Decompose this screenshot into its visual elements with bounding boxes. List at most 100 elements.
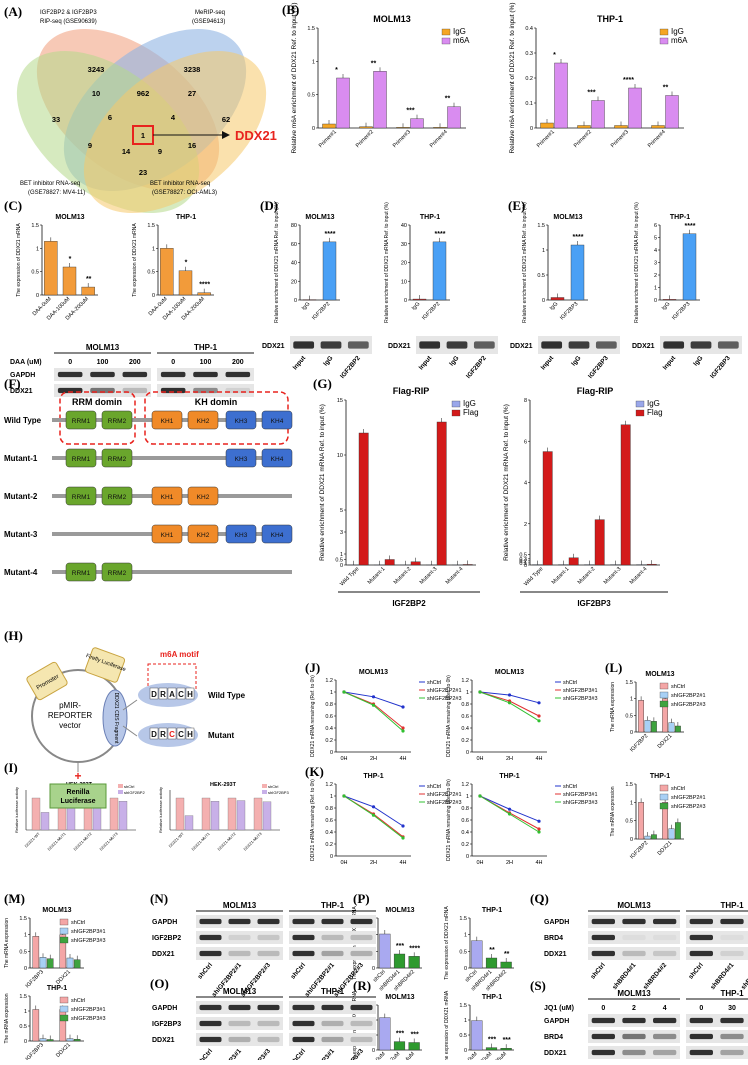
legend-label: Flag (647, 408, 663, 417)
rip-gel: DDX21 Input IgG IGF2BP2 (388, 336, 498, 380)
data-point (537, 719, 541, 723)
y-tick-label: 1.5 (537, 223, 545, 229)
y-tick-label: 1 (340, 552, 343, 558)
venn-count: 23 (139, 168, 147, 177)
y-tick-label: 1.5 (19, 916, 27, 922)
legend-swatch (441, 37, 451, 45)
bar (379, 1017, 391, 1051)
bar (412, 298, 427, 301)
legend-label: shIGF2BP3#1 (71, 929, 106, 935)
blot-band (321, 1004, 344, 1011)
panel-label-r: (R) (353, 978, 371, 993)
y-axis-title: Relative enrichment of DDX21 mRNA Ref. t… (503, 404, 510, 561)
y-tick-label: 0.5 (335, 558, 343, 564)
bar (644, 720, 651, 733)
blot-band (720, 934, 744, 941)
domain-box-label: RRM1 (72, 494, 91, 501)
significance-label: *** (406, 108, 414, 115)
motif-letter-box (176, 687, 186, 700)
chart-g-igf2bp2: 00.51 3 5 10 15 Flag-RIP Relative enrichment o… (319, 386, 479, 587)
bar (558, 564, 569, 566)
bar (436, 421, 447, 566)
panel-label-a: (A) (4, 4, 22, 19)
y-tick-label: 0.5 (459, 1033, 467, 1039)
chart-title: THP-1 (670, 214, 690, 221)
blot-band (653, 1033, 677, 1040)
y-tick-label: 60 (291, 242, 297, 248)
x-tick-label: Mutant-1 (367, 566, 387, 586)
bar (400, 564, 411, 566)
legend-label: shIGF2BP3#1 (71, 1007, 106, 1013)
legend-label: shCtrl (268, 784, 279, 789)
group-label-igf2bp2: IGF2BP2 (392, 599, 426, 608)
bar (73, 1038, 81, 1042)
significance-label: ** (489, 947, 495, 954)
y-tick-label: 0.2 (525, 76, 533, 82)
blot-band (160, 371, 186, 378)
y-tick-label: 1.2 (461, 782, 469, 788)
venn-set-orange (83, 50, 267, 214)
western-blot-o: MOLM13THP-1GAPDHIGF2BP3DDX21shCtrlshIGF2… (152, 987, 376, 1065)
y-tick-label: 1.5 (625, 782, 633, 788)
y-tick-label: 1 (36, 246, 39, 252)
legend-label: shCtrl (71, 998, 85, 1004)
vector-label-2: REPORTER (48, 711, 93, 720)
significance-label: * (335, 67, 338, 74)
motif-letter: R (160, 730, 166, 739)
blot-band (622, 950, 646, 957)
blot-band (653, 1049, 677, 1056)
data-point (507, 807, 512, 811)
chart-title: MOLM13 (553, 214, 582, 221)
y-axis-title: DDX21 mRNA remaining (Ref. to 0h) (310, 779, 316, 861)
y-axis-title: DDX21 mRNA remaining (Ref. to 0h) (310, 675, 316, 757)
cell-line-label: MOLM13 (86, 343, 120, 352)
y-tick-label: 0.2 (325, 738, 333, 744)
y-tick-label: 0.4 (461, 830, 469, 836)
x-tick-label: Wild Type (523, 566, 544, 587)
blot-band (257, 1004, 280, 1011)
y-tick-label: 1.5 (459, 1003, 467, 1009)
legend-label: m6A (453, 36, 470, 45)
blot-band (720, 950, 744, 957)
y-tick-label: 40 (291, 261, 297, 267)
western-blot-c: MOLM13 THP-1 DAA (uM) 0 100 200 0 100 200 GAPDH DD… (10, 343, 254, 397)
blot-band (622, 1017, 646, 1024)
y-tick-label: 0 (312, 126, 315, 132)
x-tick-label: IGF2BP2 (421, 301, 441, 321)
bar (46, 1039, 54, 1042)
panel-label-c: (C) (4, 198, 22, 213)
bar (540, 122, 554, 129)
domain-box-label: KH2 (197, 418, 210, 425)
y-tick-label: 0.5 (31, 270, 39, 276)
y-tick-label: 0.5 (19, 1024, 27, 1030)
legend-label: shIGF2BP2#1 (671, 693, 706, 699)
legend-swatch (118, 790, 123, 794)
blot-row-label: DDX21 (544, 1050, 567, 1057)
data-point (371, 695, 376, 699)
x-tick-label: IgG (411, 301, 422, 312)
panel-label-b: (B) (282, 2, 299, 17)
lane-label: shIGF2BP3#1 (304, 1048, 337, 1060)
blot-band (350, 1020, 373, 1027)
bar (59, 1009, 67, 1042)
motif-letter-box (149, 727, 159, 740)
bar (408, 1042, 420, 1051)
bar (175, 797, 185, 831)
chart-title: MOLM13 (385, 994, 414, 1001)
chart-e-thp1: 0 1 2 3 4 5 6 THP-1 Relative enrichment of DDX21… (634, 202, 700, 323)
bar (610, 564, 621, 566)
legend-label: shCtrl (427, 784, 441, 790)
blot-strip (686, 915, 748, 928)
series-line (343, 795, 404, 827)
x-tick-label: Mutant-2 (577, 566, 597, 586)
y-tick-label: 5 (654, 236, 657, 242)
x-tick-label: DDX21-MUT1 (191, 832, 211, 852)
y-tick-label: 0 (464, 1048, 467, 1054)
lane-label: shIGF2BP3#3 (240, 1048, 273, 1060)
bar (594, 519, 605, 566)
domain-diagram: RRM domin KH domin Wild Type RRM1 RRM2 KH1 K… (4, 391, 293, 582)
y-axis-title: The mRNA expression (610, 682, 616, 732)
domain-box-label: RRM2 (108, 494, 127, 501)
bar (651, 721, 657, 733)
